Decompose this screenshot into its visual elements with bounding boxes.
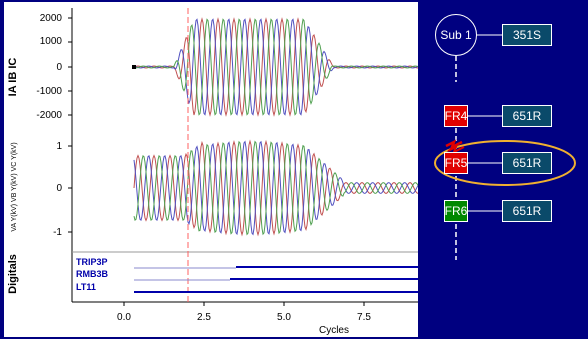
current-tick-label: 2000	[40, 13, 63, 24]
breaker-fr4-label: FR4	[444, 109, 468, 123]
x-tick-label: 0.0	[117, 312, 131, 323]
voltage-axis-ticks: 1 0 -1	[53, 141, 62, 238]
breaker-fr5[interactable]: FR5	[444, 152, 468, 174]
x-tick-label: 7.5	[357, 312, 371, 323]
breaker-fr4[interactable]: FR4	[444, 105, 468, 127]
x-tick-marks	[123, 302, 365, 306]
current-tick-label: -1000	[36, 86, 62, 97]
current-trace-phase-c	[133, 18, 418, 116]
voltage-trace-phase-c	[133, 140, 418, 236]
relay-fr6-label: 651R	[512, 204, 542, 218]
digitals-group-label: Digitals	[7, 254, 19, 294]
bus-label: Sub 1	[440, 28, 472, 42]
voltage-tick-label: 0	[56, 183, 62, 194]
event-report-plot: IA IB IC VA Y(kV) VB Y(kV) VC Y(kV) Digi…	[4, 2, 418, 337]
fr5-highlight-ellipse	[434, 140, 576, 186]
fault-lightning-icon-2	[447, 144, 465, 155]
digital-channel-labels: TRIP3P RMB3B LT11	[76, 257, 109, 292]
relay-box-fr6[interactable]: 651R	[502, 200, 552, 222]
waveform-chart: IA IB IC VA Y(kV) VB Y(kV) VC Y(kV) Digi…	[7, 8, 418, 336]
current-tick-label: 1000	[40, 36, 63, 47]
current-tick-label: -2000	[36, 110, 62, 121]
current-group-label: IA IB IC	[7, 58, 19, 97]
relay-box-fr5[interactable]: 651R	[502, 152, 552, 174]
voltage-group-label: VA Y(kV) VB Y(kV) VC Y(kV)	[11, 142, 18, 231]
one-line-connections	[434, 34, 576, 260]
voltage-trace-phase-b	[133, 140, 418, 236]
current-tick-label: 0	[56, 62, 62, 73]
one-line-diagram: Sub 1 351S FR4 651R FR5 651R FR6 651R	[420, 0, 588, 339]
voltage-tick-label: 1	[56, 141, 62, 152]
voltage-waveforms	[133, 139, 418, 237]
x-tick-label: 5.0	[277, 312, 291, 323]
voltage-tick-label: -1	[53, 227, 62, 238]
digital-label-rmb3b: RMB3B	[76, 269, 109, 279]
digital-label-lt11: LT11	[76, 282, 96, 292]
fault-lightning-icon	[445, 139, 463, 150]
breaker-fr5-label: FR5	[444, 156, 468, 170]
breaker-fr6[interactable]: FR6	[444, 200, 468, 222]
breaker-fr6-label: FR6	[444, 204, 468, 218]
relay-box-fr4[interactable]: 651R	[502, 105, 552, 127]
bus-relay-box[interactable]: 351S	[502, 24, 552, 46]
digital-label-trip3p: TRIP3P	[76, 257, 108, 267]
current-trace-phase-a	[133, 17, 418, 117]
bus-node[interactable]: Sub 1	[435, 14, 477, 56]
x-tick-label: 2.5	[197, 312, 211, 323]
relay-fr5-label: 651R	[512, 156, 542, 170]
x-axis-label: Cycles	[319, 325, 349, 336]
current-waveforms	[133, 17, 418, 117]
relay-fr4-label: 651R	[512, 109, 542, 123]
voltage-trace-phase-a	[133, 139, 418, 237]
bus-relay-label: 351S	[512, 28, 542, 42]
current-axis-ticks: 2000 1000 0 -1000 -2000	[36, 13, 62, 121]
pre-trigger-marker	[132, 65, 136, 69]
x-axis-ticks: 0.0 2.5 5.0 7.5	[117, 312, 371, 323]
y-tick-marks	[68, 17, 72, 233]
digital-traces	[134, 266, 418, 293]
